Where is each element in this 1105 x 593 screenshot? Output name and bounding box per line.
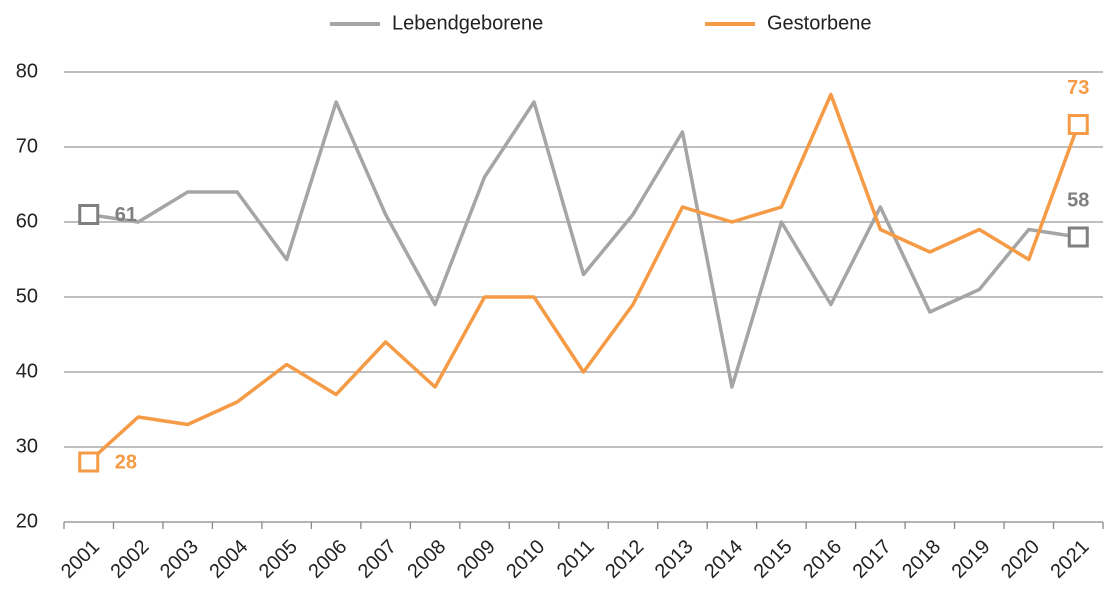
x-tick-label: 2007 [354,536,401,583]
x-tick-label: 2001 [57,536,104,583]
data-label: 28 [115,451,137,473]
x-tick-label: 2009 [453,536,500,583]
y-tick-label: 40 [16,360,38,382]
x-tick-label: 2015 [750,536,797,583]
x-tick-label: 2008 [403,536,450,583]
x-tick-label: 2005 [255,536,302,583]
y-tick-label: 30 [16,435,38,457]
data-label: 61 [115,204,137,226]
x-tick-label: 2020 [997,536,1044,583]
y-tick-label: 50 [16,285,38,307]
x-tick-label: 2002 [106,536,153,583]
y-tick-label: 60 [16,210,38,232]
y-tick-label: 70 [16,135,38,157]
line-series [88,100,1079,389]
end-marker [1067,226,1089,248]
x-tick-label: 2013 [651,536,698,583]
data-label: 58 [1067,189,1089,211]
end-marker [78,204,100,225]
x-tick-label: 2006 [304,536,351,583]
x-tick-label: 2016 [799,536,846,583]
x-tick-label: 2014 [700,536,747,583]
x-tick-label: 2018 [898,536,945,583]
x-tick-label: 2019 [948,536,995,583]
end-marker [78,451,100,473]
x-tick-label: 2021 [1047,536,1094,583]
x-tick-label: 2003 [156,536,203,583]
legend-label: Lebendgeborene [392,12,543,34]
x-tick-label: 2011 [553,536,599,582]
x-tick-label: 2017 [849,536,896,583]
y-tick-label: 20 [16,510,38,532]
line-series [87,92,1080,464]
y-tick-label: 80 [16,60,38,82]
x-tick-label: 2004 [205,536,252,583]
x-tick-label: 2012 [601,536,648,583]
data-label: 73 [1067,77,1089,99]
legend-label: Gestorbene [767,12,872,34]
end-marker [1067,114,1089,135]
x-tick-label: 2010 [502,536,549,583]
